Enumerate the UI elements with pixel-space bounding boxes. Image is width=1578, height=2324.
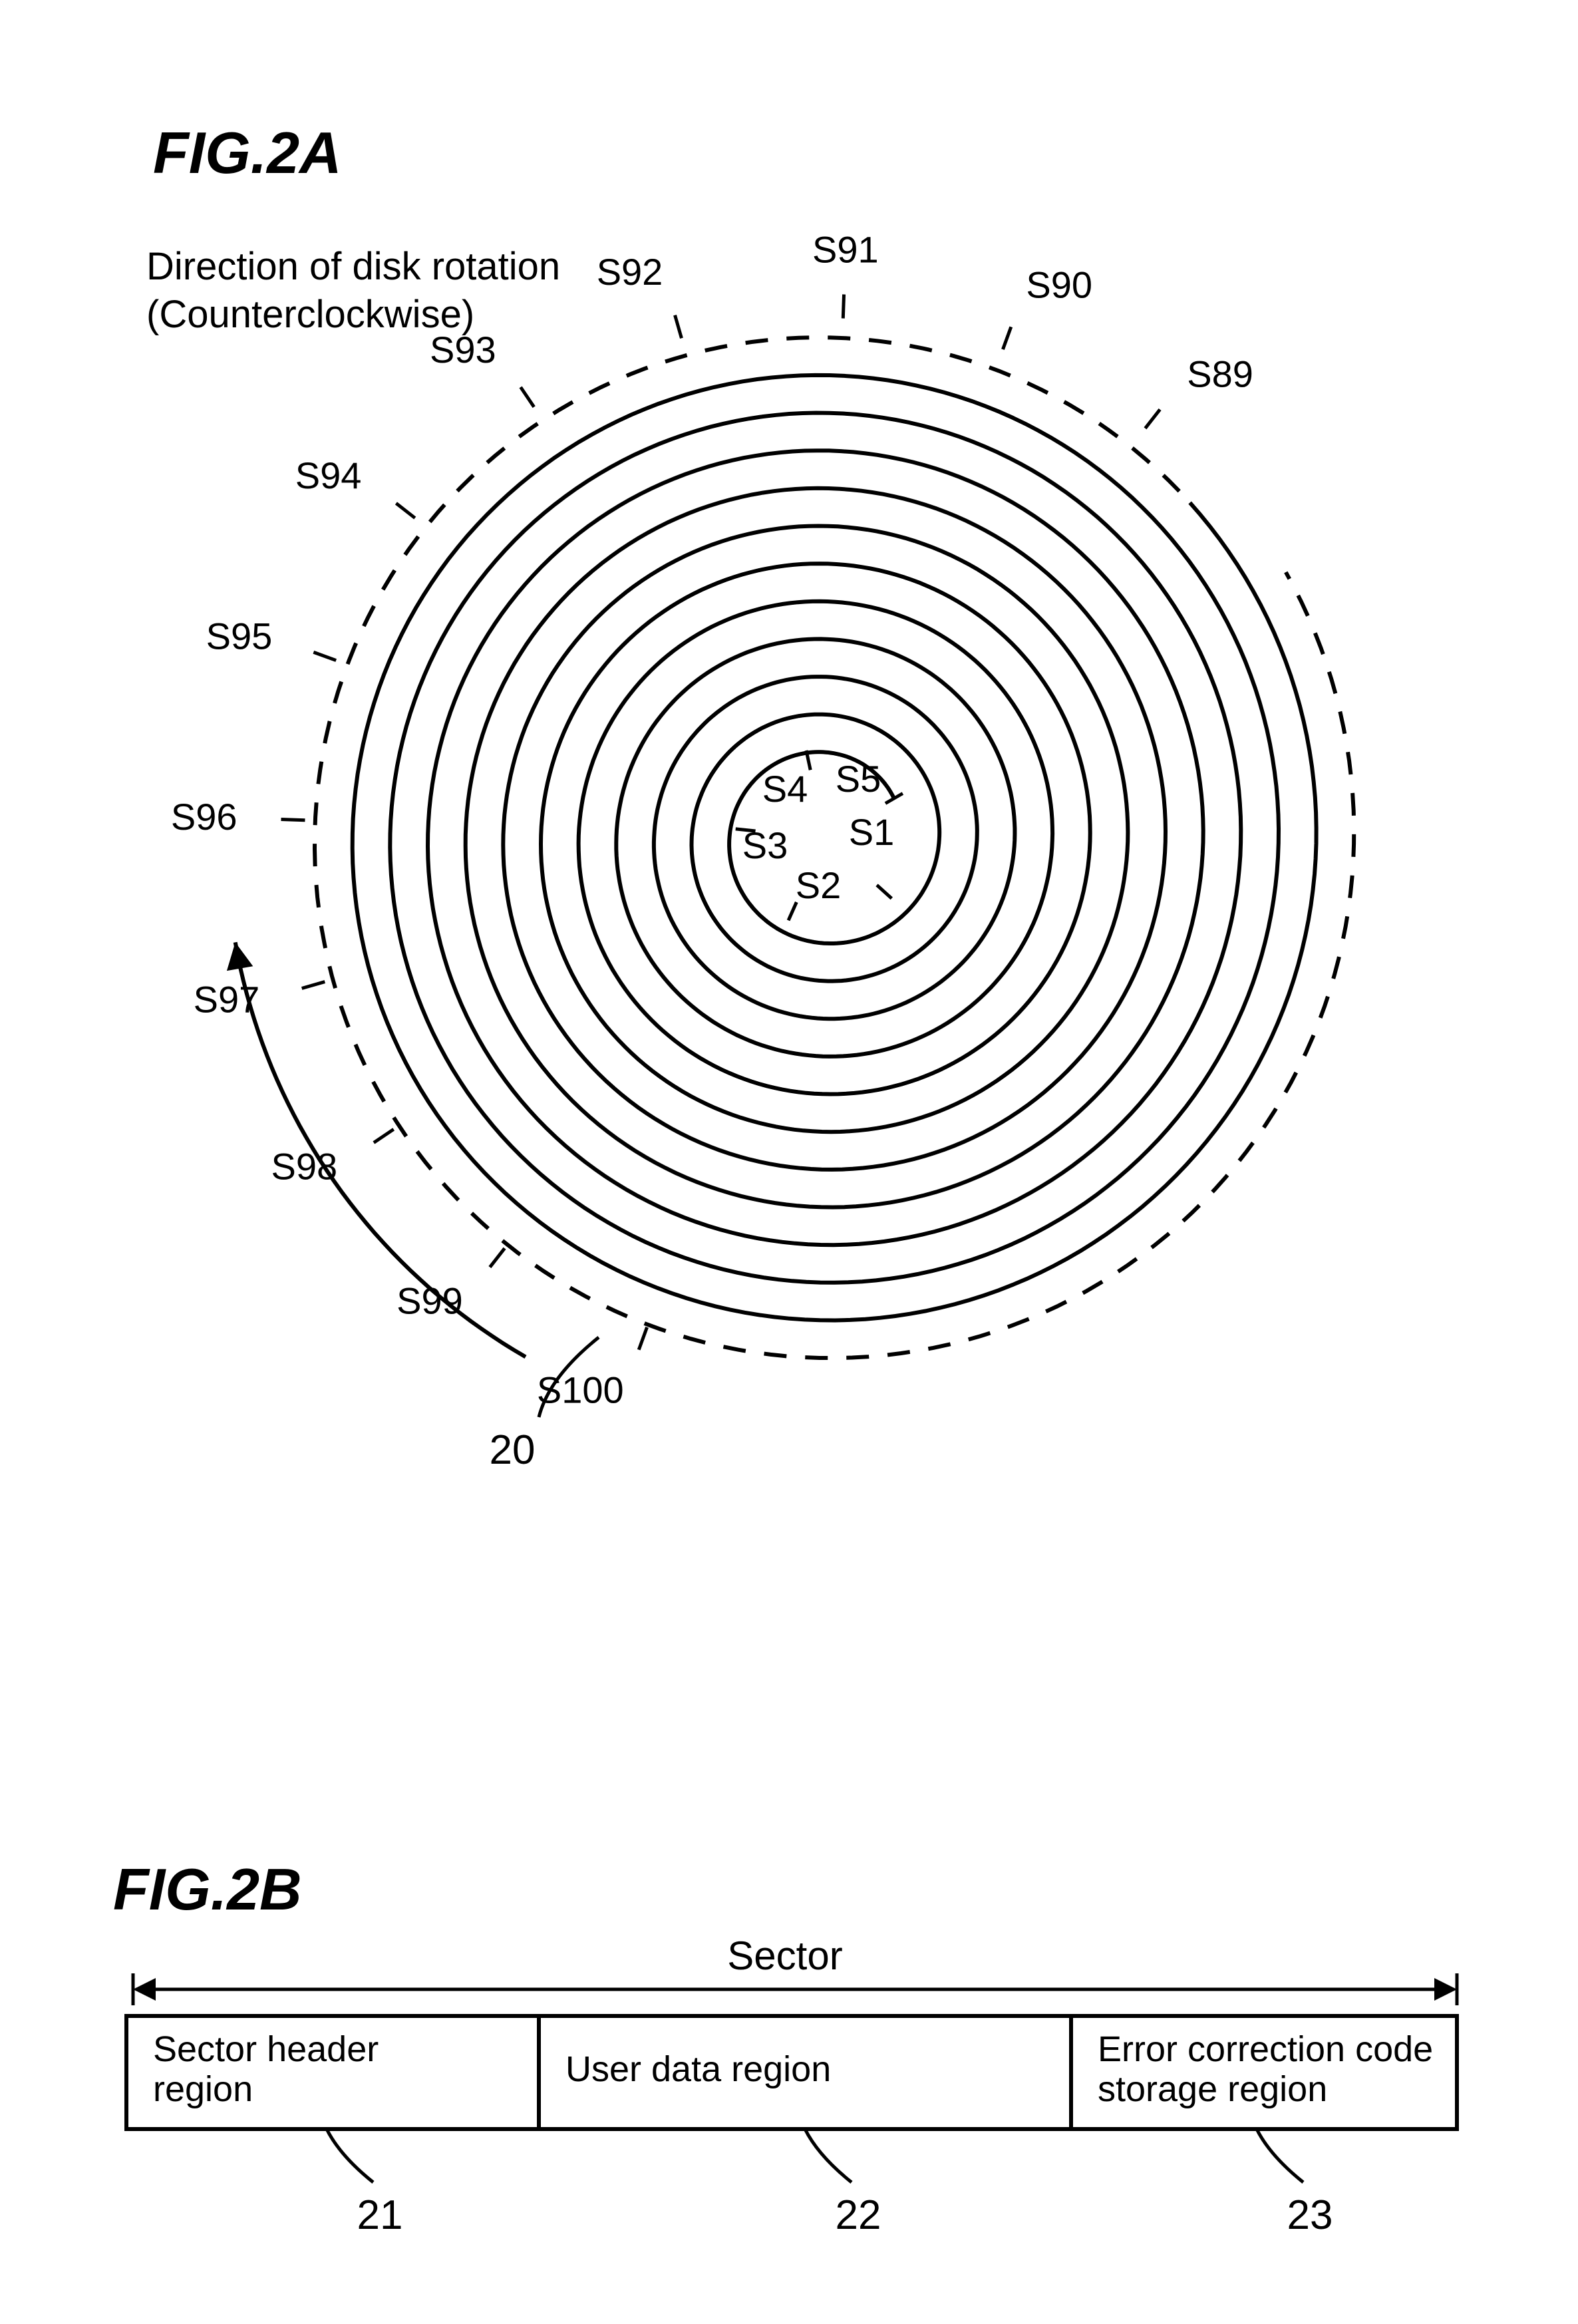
outer-sector-tick [1003,327,1011,349]
fig2a-title: FIG.2A [153,120,342,186]
disk-ref-label: 20 [490,1427,536,1473]
rotation-caption-line1: Direction of disk rotation [146,245,560,288]
outer-sector-tick [281,819,305,820]
outer-sector-tick [1145,409,1160,428]
sector-ref-number: 22 [836,2192,881,2238]
sector-extent-arrow-left [133,1978,156,2001]
inner-sector-label: S3 [742,824,788,866]
fig2b-title: FIG.2B [113,1856,302,1922]
outer-sector-tick [521,387,534,407]
outer-sector-label: S96 [171,796,237,838]
outer-sector-tick [302,982,325,989]
outer-sector-label: S93 [430,329,496,371]
outer-sector-label: S98 [271,1145,337,1187]
outer-sector-tick [313,652,336,660]
inner-sector-label: S1 [849,811,895,853]
sector-ref-leader [1257,2129,1303,2182]
sector-ref-number: 23 [1287,2192,1333,2238]
outer-sector-label: S90 [1026,263,1092,305]
outer-sector-tick [675,315,682,339]
sector-ref-leader [327,2129,373,2182]
sector-cell-text: region [153,2069,253,2109]
sector-cell-text: Sector header [153,2029,379,2069]
outer-sector-label: S89 [1187,353,1253,395]
sector-extent-label: Sector [727,1933,842,1978]
outer-sector-tick [396,503,414,518]
spiral-track [353,375,1317,1321]
inner-sector-tick [877,885,891,898]
outer-sector-tick [843,294,844,318]
inner-sector-label: S4 [762,768,808,810]
outer-sector-label: S95 [206,615,273,657]
inner-sector-label: S2 [796,864,842,906]
outer-sector-tick [490,1248,504,1267]
rotation-arrow-head [227,942,253,971]
sector-ref-number: 21 [357,2192,403,2238]
outer-sector-tick [374,1129,394,1142]
outer-sector-label: S92 [597,251,663,293]
sector-cell-text: storage region [1098,2069,1327,2109]
outer-sector-label: S94 [295,454,362,496]
outer-sector-label: S91 [812,229,879,271]
outer-sector-tick [639,1327,647,1350]
inner-sector-label: S5 [836,758,881,800]
sector-cell-text: User data region [565,2049,831,2089]
sector-ref-leader [805,2129,852,2182]
sector-extent-arrow-right [1434,1978,1457,2001]
sector-cell-text: Error correction code [1098,2029,1433,2069]
rotation-caption-line2: (Counterclockwise) [146,293,474,336]
